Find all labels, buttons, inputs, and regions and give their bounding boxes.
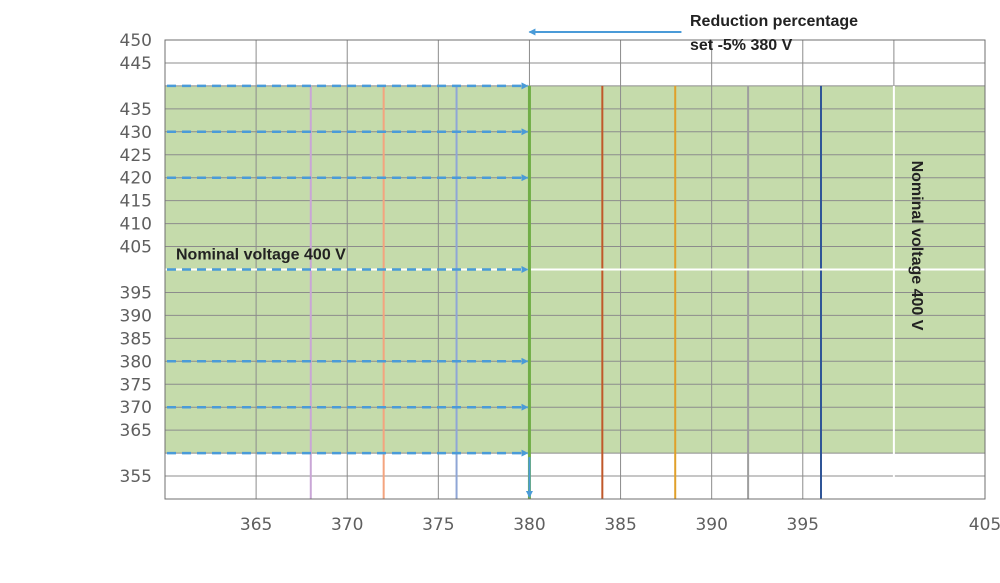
x-tick-label: 375 [422,515,454,535]
annotation-reduction-line2: set -5% 380 V [690,37,793,54]
y-tick-label: 390 [120,306,152,326]
y-tick-label: 355 [120,467,152,487]
y-tick-label: 405 [120,238,152,258]
y-tick-label: 410 [120,215,152,235]
x-tick-label: 405 [969,515,1000,535]
plot-frame [164,39,986,500]
x-tick-label: 385 [604,515,636,535]
annotation-nominal-vertical: Nominal voltage 400 V [908,161,925,331]
y-tick-label: 380 [120,352,152,372]
x-tick-label: 395 [787,515,819,535]
y-tick-label: 365 [120,421,152,441]
y-tick-label: 370 [120,398,152,418]
annotation-reduction-line1: Reduction percentage [690,13,858,30]
annotation-nominal-horizontal: Nominal voltage 400 V [176,247,346,264]
y-tick-label: 415 [120,192,152,212]
x-tick-label: 370 [331,515,363,535]
y-tick-label: 430 [120,123,152,143]
y-tick-label: 435 [120,100,152,120]
y-tick-label: 375 [120,375,152,395]
x-tick-label: 390 [695,515,727,535]
y-tick-label: 450 [120,31,152,51]
y-tick-label: 425 [120,146,152,166]
y-tick-label: 445 [120,54,152,74]
y-tick-label: 420 [120,169,152,189]
x-tick-label: 365 [240,515,272,535]
x-tick-label: 380 [513,515,545,535]
y-tick-label: 385 [120,329,152,349]
y-tick-label: 395 [120,283,152,303]
